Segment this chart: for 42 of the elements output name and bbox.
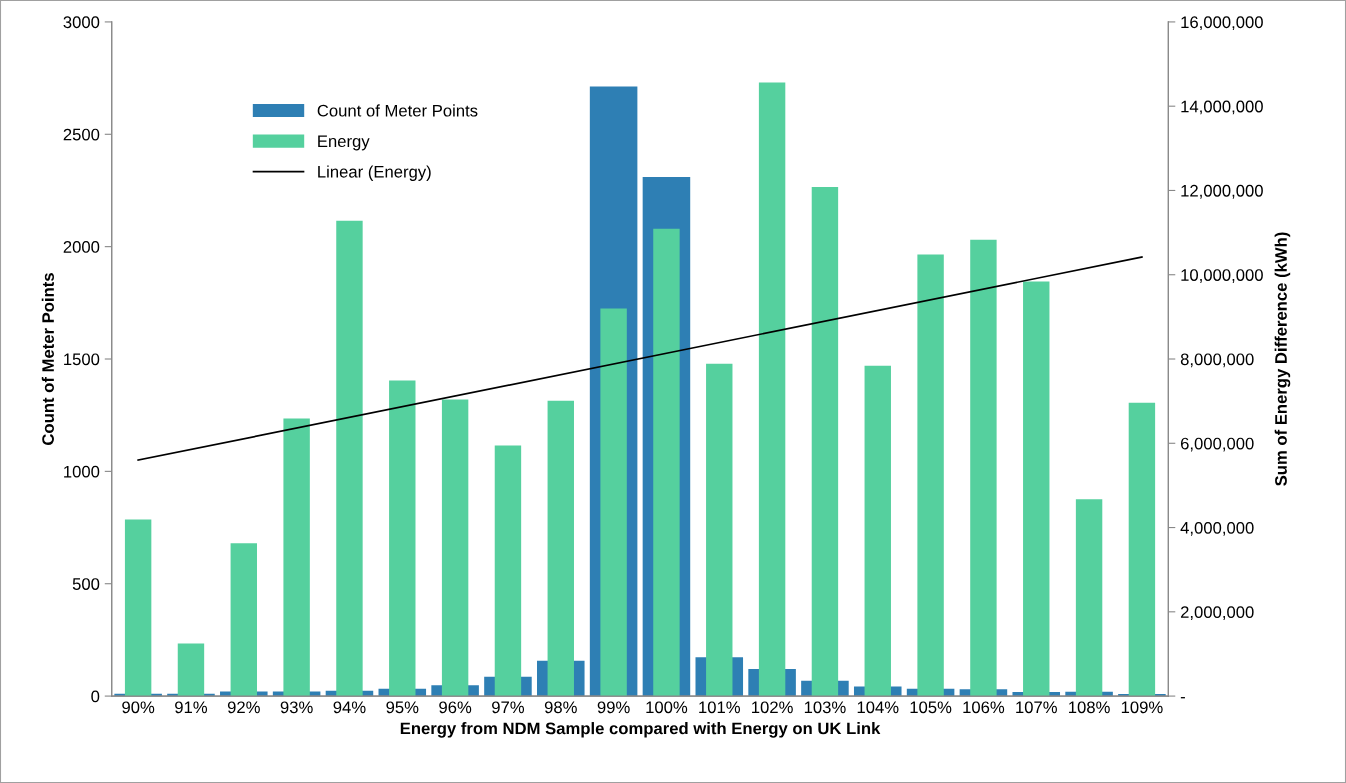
x-tick-label: 93% xyxy=(280,701,313,714)
x-tick-label: 92% xyxy=(227,701,260,714)
y2-tick-label: 2,000,000 xyxy=(1180,606,1254,620)
y-tick-label: 2000 xyxy=(63,241,100,253)
legend-label: Energy xyxy=(318,135,370,151)
y2-tick-label: 8,000,000 xyxy=(1180,353,1254,368)
x-tick-label: 91% xyxy=(175,701,208,714)
y2-tick-label: 12,000,000 xyxy=(1181,184,1263,199)
y-tick-label: 0 xyxy=(91,690,100,703)
x-tick-label: 97% xyxy=(492,701,525,714)
y-tick-label: 2500 xyxy=(63,128,100,141)
y-tick-label: 1000 xyxy=(64,465,100,478)
x-tick-label: 101% xyxy=(699,701,740,714)
x-tick-label: 99% xyxy=(597,701,630,714)
y-tick-label: 3000 xyxy=(63,16,100,29)
x-tick-label: 106% xyxy=(963,701,1005,714)
y2-tick-label: 16,000,000 xyxy=(1181,16,1263,31)
x-tick-label: 94% xyxy=(333,701,366,714)
y2-tick-label: 4,000,000 xyxy=(1180,521,1254,536)
x-tick-label: 103% xyxy=(804,701,846,714)
y-axis-title: Count of Meter Points xyxy=(41,273,54,445)
x-tick-label: 105% xyxy=(910,701,952,714)
legend-label: Count of Meter Points xyxy=(317,104,478,117)
x-tick-label: 109% xyxy=(1121,701,1163,714)
x-tick-label: 98% xyxy=(544,701,577,714)
x-tick-label: 107% xyxy=(1016,701,1057,714)
y2-tick-label: 10,000,000 xyxy=(1181,269,1263,283)
x-tick-label: 102% xyxy=(752,701,793,714)
x-tick-label: 108% xyxy=(1069,701,1110,714)
x-tick-label: 100% xyxy=(646,701,688,714)
y-tick-label: 1500 xyxy=(64,353,100,366)
x-tick-label: 96% xyxy=(439,701,472,714)
x-tick-label: 104% xyxy=(857,701,899,714)
x-tick-label: 95% xyxy=(386,701,419,714)
y2-tick-label: - xyxy=(1180,697,1185,699)
y2-axis-title: Sum of Energy Difference (kWh) xyxy=(1274,232,1291,486)
x-axis-title: Energy from NDM Sample compared with Energy on UK Link xyxy=(400,722,881,738)
y2-tick-label: 14,000,000 xyxy=(1181,100,1263,115)
y2-tick-label: 6,000,000 xyxy=(1180,437,1254,452)
y-tick-label: 500 xyxy=(72,578,100,590)
legend-label: Linear (Energy) xyxy=(318,165,431,181)
x-tick-label: 90% xyxy=(122,701,155,714)
